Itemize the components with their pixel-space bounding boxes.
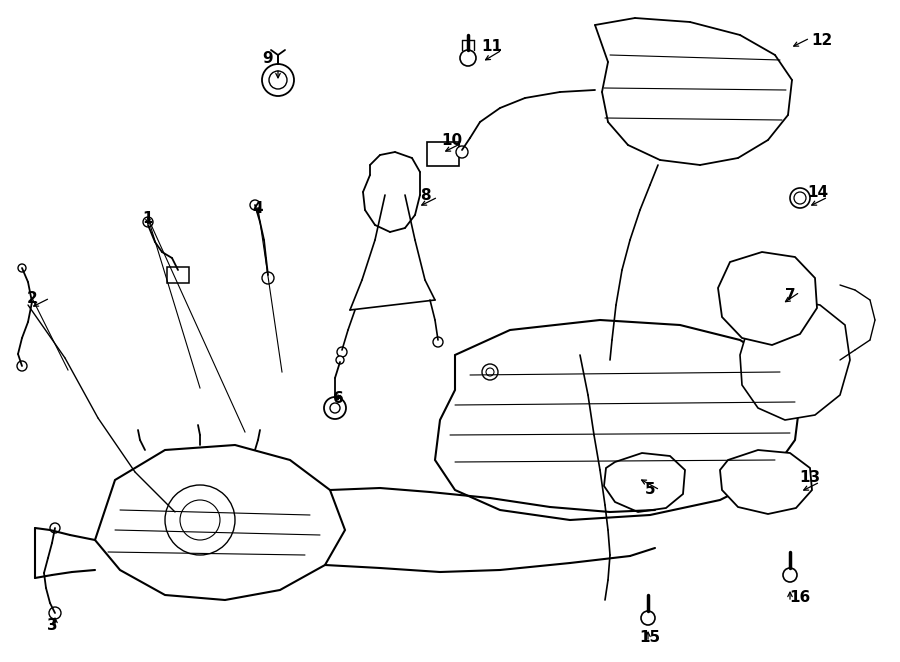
Polygon shape bbox=[95, 445, 345, 600]
Circle shape bbox=[262, 64, 294, 96]
Circle shape bbox=[433, 337, 443, 347]
Circle shape bbox=[324, 397, 346, 419]
FancyBboxPatch shape bbox=[427, 142, 459, 166]
Circle shape bbox=[330, 403, 340, 413]
Circle shape bbox=[262, 272, 274, 284]
Polygon shape bbox=[435, 320, 800, 520]
Polygon shape bbox=[718, 252, 817, 345]
Circle shape bbox=[641, 611, 655, 625]
Circle shape bbox=[180, 500, 220, 540]
Polygon shape bbox=[740, 300, 850, 420]
Text: 15: 15 bbox=[639, 630, 661, 645]
Circle shape bbox=[165, 485, 235, 555]
Circle shape bbox=[794, 192, 806, 204]
Text: 11: 11 bbox=[482, 38, 502, 54]
Text: 13: 13 bbox=[799, 471, 821, 485]
Circle shape bbox=[143, 217, 153, 227]
Polygon shape bbox=[604, 453, 685, 512]
Text: 6: 6 bbox=[333, 391, 344, 406]
Text: 16: 16 bbox=[789, 591, 811, 606]
Text: 2: 2 bbox=[27, 291, 38, 305]
FancyBboxPatch shape bbox=[167, 267, 189, 283]
Text: 3: 3 bbox=[47, 618, 58, 632]
Circle shape bbox=[456, 146, 468, 158]
Text: 7: 7 bbox=[785, 287, 796, 303]
Text: 5: 5 bbox=[644, 483, 655, 498]
Text: 9: 9 bbox=[263, 50, 274, 66]
Circle shape bbox=[482, 364, 498, 380]
Circle shape bbox=[460, 50, 476, 66]
Circle shape bbox=[49, 607, 61, 619]
Circle shape bbox=[790, 188, 810, 208]
Circle shape bbox=[783, 568, 797, 582]
Text: 12: 12 bbox=[812, 32, 833, 48]
Text: 4: 4 bbox=[253, 201, 264, 216]
Text: 8: 8 bbox=[419, 187, 430, 203]
Circle shape bbox=[250, 200, 260, 210]
Circle shape bbox=[336, 356, 344, 364]
Circle shape bbox=[337, 347, 347, 357]
Circle shape bbox=[269, 71, 287, 89]
Circle shape bbox=[17, 361, 27, 371]
Text: 10: 10 bbox=[441, 132, 463, 148]
Text: 14: 14 bbox=[807, 185, 829, 199]
Text: 1: 1 bbox=[143, 211, 153, 226]
Circle shape bbox=[18, 264, 26, 272]
Circle shape bbox=[486, 368, 494, 376]
Circle shape bbox=[50, 523, 60, 533]
Polygon shape bbox=[720, 450, 812, 514]
